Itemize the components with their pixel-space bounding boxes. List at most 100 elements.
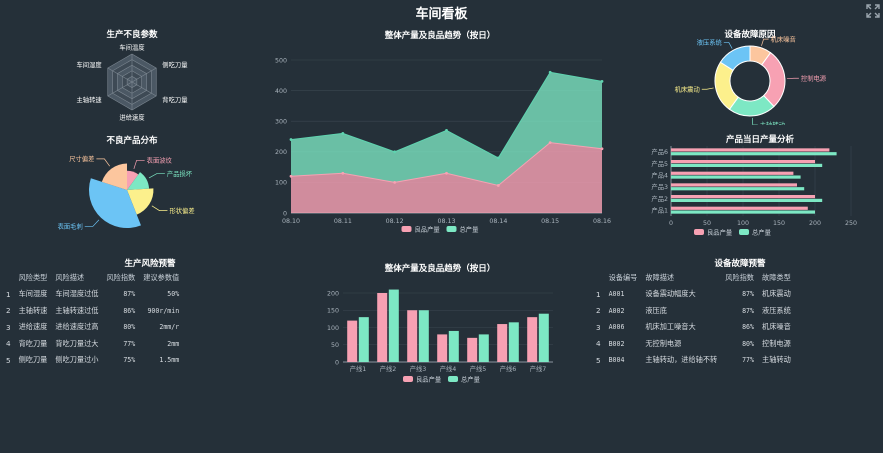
fault-donut-slice — [719, 45, 751, 71]
table-cell: 75% — [123, 356, 136, 365]
fault-donut-label: 液压系统 — [697, 38, 723, 47]
table-cell: 侧吃刀量过小 — [55, 355, 99, 365]
daily-total-bar — [671, 163, 823, 167]
equip-table-title: 设备故障预警 — [714, 259, 766, 269]
fault-donut-label-line — [751, 117, 758, 125]
table-cell: 无控制电源 — [645, 338, 682, 348]
table-cell: A006 — [608, 323, 625, 332]
fullscreen-icon[interactable] — [866, 4, 880, 18]
line-good-bar — [497, 324, 508, 362]
trend-total-point — [341, 132, 345, 135]
risk-table: 风险类型 风险描述 风险指数 建议参数值 1 车间湿度 车间湿度过低 87% 50% 2 主… — [2, 270, 183, 369]
table-cell: 3 — [6, 322, 11, 332]
trend-good-area — [291, 142, 602, 213]
trend-x-tick: 08.10 — [282, 218, 300, 225]
trend-y-tick: 300 — [275, 119, 287, 126]
fault-donut-label-line — [723, 42, 733, 49]
table-cell: 2mm/r — [159, 323, 180, 332]
table-cell: 进给速度过高 — [55, 322, 99, 332]
line-total-bar — [448, 330, 459, 362]
daily-y-tick: 产品1 — [651, 205, 668, 214]
daily-total-bar — [671, 210, 815, 214]
legend-label: 良品产量 — [415, 225, 441, 234]
risk-table-title: 生产风险预警 — [124, 259, 176, 269]
line-bar-y-tick: 100 — [327, 325, 339, 332]
defect-pie-label: 表面波纹 — [147, 156, 173, 165]
risk-header-suggest: 建议参数值 — [143, 273, 180, 282]
table-cell: 液压系统 — [762, 305, 791, 315]
defect-pie-label: 表面毛刺 — [58, 222, 83, 231]
line-total-bar — [508, 322, 519, 362]
daily-good-bar — [671, 148, 830, 152]
radar-indicator-label: 车间温度 — [119, 43, 145, 52]
table-cell: 液压底 — [645, 305, 667, 315]
legend-swatch — [448, 376, 458, 382]
equip-header-id: 设备编号 — [608, 273, 638, 282]
defect-pie-slice — [127, 188, 154, 215]
line-bar-y-tick: 0 — [335, 359, 339, 366]
table-cell: 背吃刀量过大 — [55, 338, 99, 348]
line-bar-y-tick: 200 — [327, 290, 339, 297]
trend-good-point — [341, 171, 345, 175]
table-cell: 77% — [123, 339, 136, 348]
line-total-bar — [388, 289, 399, 362]
daily-output-bar-chart: 0 50 100 150 200 250 产品1 产品2 产品3 产品4 产品5 产品6 良品产量 总产量 — [651, 146, 857, 237]
defect-pie-slice — [127, 170, 139, 190]
daily-good-bar — [671, 171, 794, 175]
defect-pie-label: 产品损坏 — [167, 169, 193, 178]
daily-y-tick: 产品3 — [651, 182, 668, 191]
defect-pie-label-line — [96, 158, 110, 167]
radar-axis — [107, 81, 133, 97]
daily-x-tick: 250 — [845, 220, 857, 227]
defect-pie-slice — [127, 172, 150, 190]
daily-total-bar — [671, 152, 837, 156]
line-bar-x-tick: 产线7 — [530, 364, 547, 373]
line-bar-x-tick: 产线3 — [410, 364, 427, 373]
defect-pie-label: 形状偏差 — [169, 206, 194, 215]
legend-swatch — [446, 226, 457, 232]
table-cell: 背吃刀量 — [18, 338, 48, 348]
table-cell: 机床加工噪音大 — [645, 322, 696, 332]
legend-swatch — [401, 226, 412, 232]
trend-x-tick: 08.16 — [593, 218, 611, 225]
table-row: 2 A002 液压底 87% 液压系统 — [592, 303, 795, 320]
table-cell: 2mm — [167, 339, 180, 348]
daily-y-tick: 产品6 — [651, 147, 668, 156]
table-cell: 主轴转速 — [18, 305, 48, 315]
legend-label: 总产量 — [752, 228, 772, 237]
risk-header-type: 风险类型 — [18, 273, 48, 282]
line-good-bar — [527, 317, 538, 362]
fault-cause-donut-chart: 机床噪音控制电源主轴转动 机床震动 液压系统 — [675, 35, 827, 125]
trend-y-tick: 100 — [275, 180, 287, 187]
trend-x-tick: 08.14 — [489, 218, 507, 225]
legend-label: 良品产量 — [707, 228, 733, 237]
table-cell: 50% — [167, 290, 180, 299]
table-cell: 机床噪音 — [762, 322, 791, 332]
radar-title: 生产不良参数 — [106, 30, 158, 40]
trend-total-point — [445, 128, 448, 132]
line-bar-x-tick: 产线5 — [470, 364, 487, 373]
table-cell: 1 — [6, 289, 11, 299]
table-row: 1 A001 设备震动幅度大 87% 机床震动 — [592, 286, 795, 303]
table-row: 4 B002 无控制电源 80% 控制电源 — [592, 336, 795, 353]
radar-indicator-label: 背吃刀量 — [162, 95, 188, 104]
radar-indicator-label: 车间湿度 — [77, 60, 103, 69]
fault-cause-title: 设备故障原因 — [724, 30, 776, 40]
table-row: 2 主轴转速 主轴转速过低 86% 900r/min — [2, 303, 183, 320]
line-bar-y-tick: 50 — [331, 342, 339, 349]
table-cell: 主轴转动，进给轴不转 — [645, 355, 718, 365]
trend-area-chart: 0 100 200 300 400 500 08.10 08.11 08.12 08.13 08.1… — [275, 57, 611, 234]
table-cell: 控制电源 — [762, 338, 791, 348]
defect-pie-label-line — [84, 219, 100, 227]
line-total-bar — [478, 334, 489, 362]
equip-header-index: 风险指数 — [725, 273, 754, 282]
line-bar-y-tick: 150 — [327, 308, 339, 315]
table-cell: 80% — [123, 323, 136, 332]
table-cell: 86% — [742, 323, 754, 332]
trend-y-tick: 200 — [275, 149, 287, 156]
daily-total-bar — [671, 187, 805, 191]
radar-axis — [131, 67, 157, 83]
legend-swatch — [694, 229, 704, 235]
trend-x-tick: 08.15 — [541, 218, 559, 225]
